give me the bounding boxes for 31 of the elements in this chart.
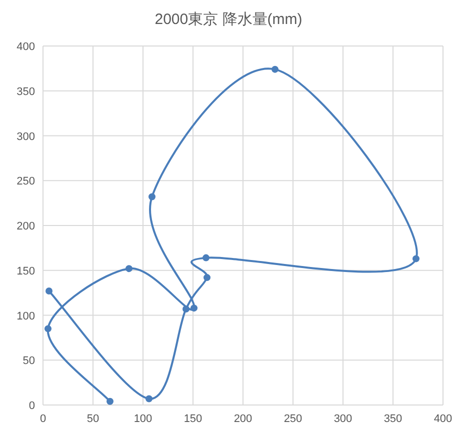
y-tick-label: 200 — [16, 220, 35, 232]
point — [46, 288, 52, 295]
point — [190, 304, 198, 312]
y-tick-label: 50 — [22, 355, 35, 368]
x-tick-label: 350 — [384, 413, 402, 425]
point — [412, 255, 420, 262]
y-tick-label: 150 — [16, 265, 35, 278]
x-tick-label: 300 — [334, 413, 352, 425]
x-tick-label: 0 — [40, 413, 46, 425]
y-tick-label: 350 — [16, 86, 35, 98]
y-tick-label: 0 — [28, 400, 35, 412]
point — [272, 66, 278, 73]
x-tick-label: 200 — [234, 413, 252, 425]
point — [182, 305, 190, 312]
x-tick-label: 100 — [134, 413, 152, 425]
point — [146, 395, 152, 402]
x-tick-label: 50 — [86, 413, 100, 425]
point — [106, 398, 114, 405]
y-tick-label: 400 — [16, 41, 35, 53]
point — [202, 254, 210, 262]
x-tick-label: 150 — [184, 413, 202, 425]
x-tick-label: 400 — [434, 413, 452, 425]
point — [204, 274, 210, 282]
chart-title: 2000東京 降水量(mm) — [154, 11, 302, 28]
point — [44, 325, 52, 332]
x-tick-label: 250 — [284, 413, 302, 425]
y-tick-label: 100 — [16, 310, 35, 322]
y-tick-label: 250 — [16, 176, 35, 188]
y-tick-label: 300 — [16, 130, 35, 143]
point — [148, 193, 156, 200]
point — [126, 265, 132, 272]
